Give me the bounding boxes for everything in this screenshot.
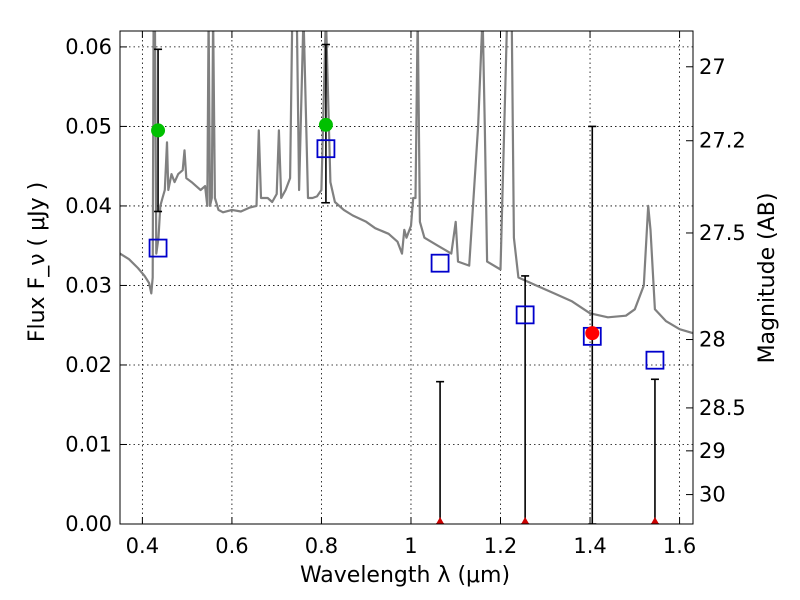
model-photometry-square [430, 253, 450, 273]
right-tick-label: 27.2 [699, 129, 746, 153]
model-photometry-square [148, 238, 168, 258]
x-tick-label: 1.6 [663, 534, 696, 558]
plot-frame [119, 30, 694, 525]
y-tick-label: 0.01 [65, 432, 112, 456]
template-spectrum-line [120, 31, 693, 335]
axis-ticks: 0.4 0.6 0.8 1 1.2 1.4 1.6 0.00 0.01 0.02 0.03 0.04 0… [65, 31, 746, 558]
observed-flux-point [318, 117, 333, 132]
y-tick-label: 0.04 [65, 194, 112, 218]
x-tick-label: 0.8 [305, 534, 338, 558]
x-tick-label: 1 [404, 534, 417, 558]
right-tick-label: 30 [699, 483, 726, 507]
y-axis-label-right: Magnitude (AB) [755, 193, 780, 364]
right-tick-label: 28 [699, 328, 726, 352]
model-photometry-square [645, 350, 665, 370]
y-tick-label: 0.06 [65, 35, 112, 59]
upper-limit-marker [436, 517, 445, 524]
y-axis-label: Flux F_ν ( μJy ) [25, 182, 50, 342]
right-tick-label: 27.5 [699, 221, 746, 245]
right-tick-label: 29 [699, 439, 726, 463]
upper-limit-marker [650, 517, 659, 524]
plot-area [120, 31, 693, 524]
y-tick-label: 0.00 [65, 512, 112, 536]
upper-limit-marker [521, 517, 530, 524]
observed-flux-point [585, 326, 600, 341]
x-tick-label: 1.4 [573, 534, 606, 558]
right-tick-label: 27 [699, 55, 726, 79]
x-tick-label: 1.2 [484, 534, 517, 558]
right-tick-label: 28.5 [699, 396, 746, 420]
model-photometry-square [316, 139, 336, 159]
observed-flux-point [151, 123, 166, 138]
grid-lines [120, 31, 693, 525]
y-tick-label: 0.02 [65, 353, 112, 377]
y-tick-label: 0.05 [65, 114, 112, 138]
x-tick-label: 0.4 [126, 534, 159, 558]
x-tick-label: 0.6 [215, 534, 248, 558]
y-tick-label: 0.03 [65, 273, 112, 297]
x-axis-label: Wavelength λ (μm) [300, 563, 510, 588]
model-photometry-square [515, 305, 535, 325]
